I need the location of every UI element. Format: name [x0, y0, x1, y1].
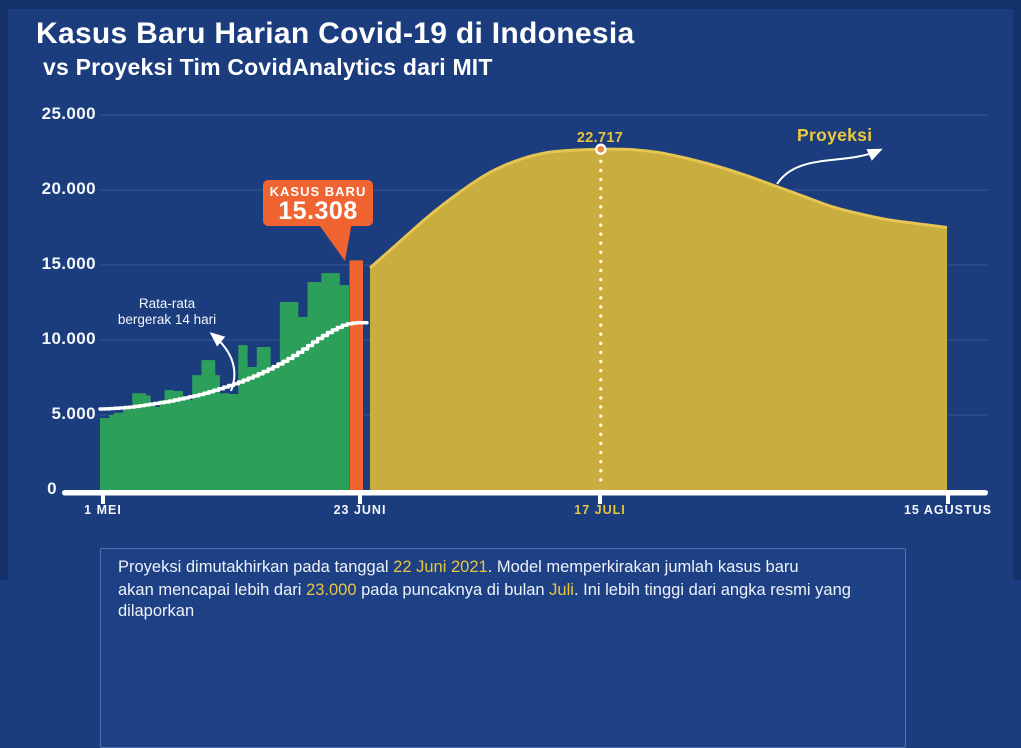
footer-text-segment: pada puncaknya di bulan — [356, 581, 550, 599]
projection-series-label: Proyeksi — [797, 125, 873, 145]
new-cases-callout: KASUS BARU 15.308 — [263, 180, 373, 226]
footer-text-segment: 22 Juni 2021 — [393, 558, 488, 576]
highlight-bar — [349, 260, 363, 490]
y-tick-label: 0 — [47, 479, 57, 498]
frame-left — [0, 0, 8, 580]
moving-average-annotation-line2: bergerak 14 hari — [117, 311, 217, 327]
projection-top-edge — [369, 147, 948, 270]
chart-canvas — [62, 114, 988, 504]
new-cases-callout-title: KASUS BARU — [269, 184, 367, 199]
projection-area — [370, 149, 947, 491]
x-tick-label: 15 AGUSTUS — [903, 503, 993, 517]
new-cases-callout-value: 15.308 — [278, 197, 358, 225]
footer-note-line2: akan mencapai lebih dari 23.000 pada pun… — [118, 580, 889, 622]
daily-cases-bars — [100, 273, 349, 490]
x-axis-tick — [598, 494, 602, 504]
peak-marker-dot — [595, 143, 607, 155]
x-tick-label: 17 JULI — [574, 503, 626, 517]
frame-top — [0, 0, 1021, 9]
footer-note: Proyeksi dimutakhirkan pada tanggal 22 J… — [100, 548, 906, 748]
footer-text-segment: Proyeksi dimutakhirkan pada tanggal — [118, 558, 394, 576]
footer-text-segment: akan mencapai lebih dari — [118, 581, 307, 599]
x-axis-tick — [358, 494, 362, 504]
moving-average-annotation: Rata-rata bergerak 14 hari — [97, 296, 237, 327]
footer-text-segment: 23.000 — [306, 581, 357, 599]
page-title: Kasus Baru Harian Covid-19 di Indonesia — [36, 17, 635, 50]
x-axis-tick — [101, 494, 105, 504]
y-tick-label: 15.000 — [41, 254, 96, 273]
frame-right — [1013, 0, 1021, 580]
moving-average-arrow — [209, 332, 236, 392]
page-subtitle: vs Proyeksi Tim CovidAnalytics dari MIT — [43, 54, 493, 80]
footer-note-line1: Proyeksi dimutakhirkan pada tanggal 22 J… — [118, 557, 889, 578]
x-tick-label: 23 JUNI — [333, 503, 387, 517]
moving-average-annotation-line1: Rata-rata — [138, 296, 196, 311]
projection-peak-value-label: 22.717 — [576, 130, 624, 146]
callout-pointer — [317, 222, 352, 261]
footer-text-segment: Juli — [549, 581, 574, 599]
y-tick-label: 25.000 — [41, 104, 96, 123]
y-tick-label: 20.000 — [41, 179, 96, 198]
x-axis-tick — [946, 494, 950, 504]
y-tick-label: 10.000 — [41, 329, 96, 348]
projection-arrow — [776, 148, 883, 185]
x-tick-label: 1 MEI — [84, 503, 122, 517]
x-axis-line — [62, 490, 988, 496]
footer-text-segment: . Model memperkirakan jumlah kasus baru — [487, 558, 799, 576]
y-tick-label: 5.000 — [51, 404, 96, 423]
